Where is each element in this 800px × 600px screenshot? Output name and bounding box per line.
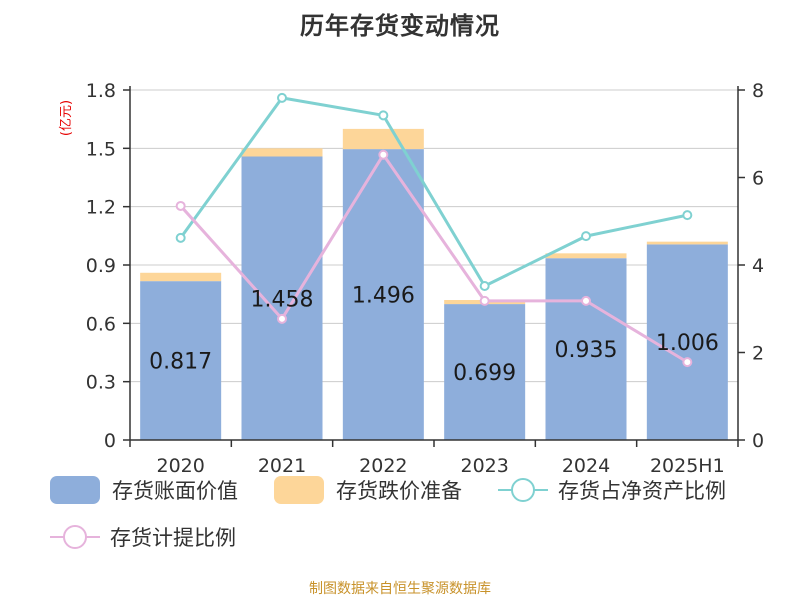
bar-data-label: 1.458 (251, 287, 314, 312)
point-provision-ratio (683, 358, 691, 366)
y-left-tick-label: 1.8 (86, 80, 116, 102)
point-net-asset-ratio (278, 94, 286, 102)
point-provision-ratio (177, 202, 185, 210)
y-right-tick-label: 8 (752, 80, 764, 102)
point-net-asset-ratio (481, 282, 489, 290)
legend-item-impairment[interactable]: 存货跌价准备 (274, 475, 462, 505)
legend-item-net-asset-ratio[interactable]: 存货占净资产比例 (498, 475, 726, 505)
point-provision-ratio (582, 297, 590, 305)
y-left-tick-label: 1.2 (86, 197, 116, 219)
x-tick-label: 2022 (359, 455, 407, 477)
legend-label-net-asset-ratio: 存货占净资产比例 (558, 475, 726, 505)
bar-impairment (343, 129, 424, 149)
legend-swatch-book-value (50, 476, 100, 504)
y-left-tick-label: 0 (104, 430, 116, 452)
legend-label-impairment: 存货跌价准备 (336, 475, 462, 505)
legend-label-book-value: 存货账面价值 (112, 475, 238, 505)
y-right-tick-label: 6 (752, 168, 764, 190)
x-tick-label: 2025H1 (650, 455, 725, 477)
legend-item-book-value[interactable]: 存货账面价值 (50, 475, 238, 505)
point-provision-ratio (379, 151, 387, 159)
point-net-asset-ratio (683, 211, 691, 219)
bar-impairment (647, 242, 728, 245)
legend-symbol-net-asset-ratio (498, 476, 548, 504)
x-tick-label: 2024 (562, 455, 610, 477)
legend-label-provision-ratio: 存货计提比例 (110, 522, 236, 552)
y-left-tick-label: 0.9 (86, 255, 116, 277)
bar-data-label: 1.006 (656, 331, 719, 356)
y-left-tick-label: 0.6 (86, 313, 116, 335)
x-tick-label: 2020 (156, 455, 204, 477)
legend-symbol-provision-ratio (50, 523, 100, 551)
point-net-asset-ratio (177, 234, 185, 242)
point-provision-ratio (278, 315, 286, 323)
bar-impairment (140, 273, 221, 281)
bar-data-label: 0.699 (453, 361, 516, 386)
y-right-tick-label: 2 (752, 343, 764, 365)
legend-swatch-impairment (274, 476, 324, 504)
x-tick-label: 2021 (258, 455, 306, 477)
bar-data-label: 0.935 (555, 338, 618, 363)
point-net-asset-ratio (582, 232, 590, 240)
y-left-unit-label: (亿元) (59, 100, 74, 136)
bar-impairment (242, 148, 323, 156)
bar-data-label: 1.496 (352, 284, 415, 309)
legend-item-provision-ratio[interactable]: 存货计提比例 (50, 522, 236, 552)
x-tick-label: 2023 (460, 455, 508, 477)
point-net-asset-ratio (379, 111, 387, 119)
y-right-tick-label: 0 (752, 430, 764, 452)
source-note: 制图数据来自恒生聚源数据库 (0, 578, 800, 598)
y-left-tick-label: 1.5 (86, 138, 116, 160)
point-provision-ratio (481, 297, 489, 305)
y-left-tick-label: 0.3 (86, 372, 116, 394)
y-right-tick-label: 4 (752, 255, 764, 277)
bar-data-label: 0.817 (149, 350, 212, 375)
bar-impairment (546, 253, 627, 258)
